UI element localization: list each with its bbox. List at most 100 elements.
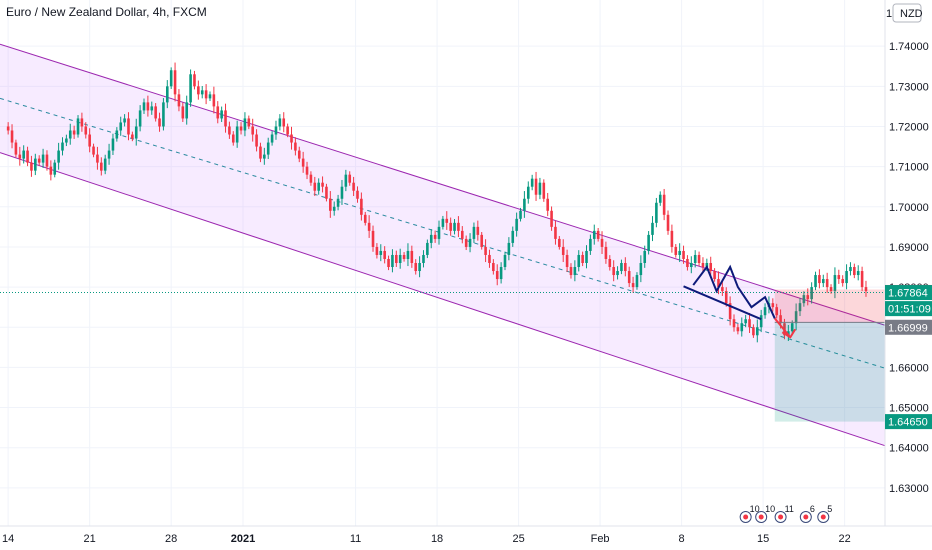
regression-channel[interactable] [0,43,886,447]
candle-body [41,154,45,163]
candle-body [301,158,305,167]
candle-body [321,182,324,187]
short-position-tool[interactable] [0,289,885,422]
time-axis-bg [0,526,932,550]
candle-body [558,238,561,247]
candle-body [197,86,200,95]
candle-body [426,242,429,255]
candle-body [224,110,227,127]
candle-body [658,194,662,203]
price-badge [885,414,932,430]
candle-body [542,182,546,199]
candle-body [402,254,406,259]
candle-body [398,254,402,263]
candle-body [193,74,196,87]
candle-body [686,258,689,268]
x-tick-label: 25 [512,533,524,545]
candle-body [503,254,507,268]
candle-body [68,130,72,139]
candle-body [612,267,615,276]
candle-body [841,279,844,284]
currency-button[interactable]: NZD [892,3,923,23]
candle-body [294,142,297,151]
candle-body [596,230,600,239]
candle-body [49,166,53,175]
candle-body [534,178,538,195]
candle-body [468,238,472,247]
candle-body [507,242,511,255]
candle-body [103,158,107,171]
candle-body [736,327,740,332]
candle-body [511,230,515,243]
candle-body [480,234,484,247]
candle-body [759,315,763,328]
head-and-shoulders-drawing[interactable] [683,264,797,339]
x-tick-label: 2021 [231,533,255,545]
stop-loss-zone [774,289,885,323]
candle-body [406,250,410,259]
y-tick-label: 1.72000 [889,121,929,133]
candle-body [107,150,111,159]
candle-body [814,275,817,288]
candle-body [96,154,99,163]
candle-body [111,138,115,151]
candle-body [748,319,751,328]
candle-body [189,74,192,103]
candle-body [216,106,220,119]
x-tick-label: 14 [2,533,14,545]
candle-body [495,271,499,280]
price-axis-bg [885,0,932,550]
candle-body [26,150,29,163]
candle-body [10,130,14,143]
candle-body [775,307,779,316]
candle-body [717,279,720,288]
y-tick-label: 1.65000 [889,403,929,415]
candle-body [849,267,852,272]
candle-body [348,174,352,183]
candle-body [713,271,716,280]
candle-body [705,263,709,268]
candle-body [763,307,767,316]
candle-body [457,222,460,231]
candle-body [154,106,157,119]
candle-body [263,154,266,159]
y-tick-label: 1.63000 [889,483,929,495]
candle-body [305,166,309,175]
x-tick-label: 8 [679,533,685,545]
candle-body [220,110,223,119]
candle-body [825,279,829,288]
candle-body [297,150,301,159]
candle-body [53,162,57,175]
candle-body [697,254,701,263]
time-axis[interactable]: 14 21 28 2021 11 18 25 Feb 8 15 22 [0,525,932,550]
candle-body [437,226,441,239]
price-axis[interactable]: 1.630001.640001.650001.660001.670001.680… [884,0,932,550]
candle-body [523,198,526,211]
candle-body [131,134,134,139]
x-tick-label: 15 [757,533,769,545]
candle-body [678,250,681,255]
event-flag-icon [743,514,749,520]
projection-arrow [773,317,792,338]
candle-body [519,210,522,219]
y-tick-label: 1.71000 [889,162,929,174]
candle-body [115,130,119,139]
candle-body [693,254,697,263]
candle-body [472,226,476,239]
event-flag-icon [803,514,809,520]
candle-body [142,102,146,111]
price-badge [885,285,932,301]
candle-body [332,206,336,211]
candle-body [464,238,468,247]
candle-body [837,275,841,280]
price-badge [885,319,932,335]
candle-body [798,303,802,312]
candle-body [352,182,355,191]
candle-body [585,250,588,263]
candle-body [794,311,798,324]
candle-body [829,287,833,292]
candle-body [329,198,332,211]
candle-body [445,218,449,223]
candle-body [515,218,518,231]
